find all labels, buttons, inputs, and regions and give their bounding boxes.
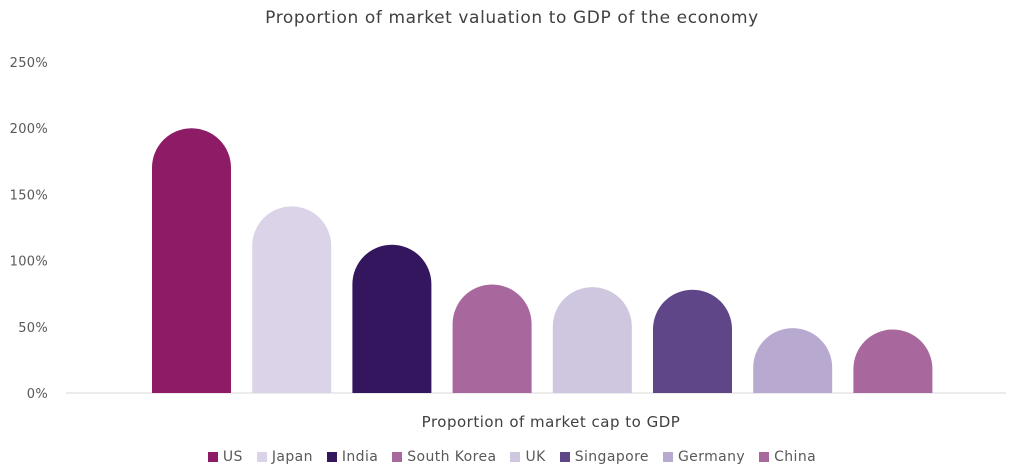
legend-label: Germany bbox=[677, 449, 746, 465]
y-tick-label: 200% bbox=[10, 122, 48, 137]
legend-label: Japan bbox=[271, 449, 313, 465]
legend-item-india: India bbox=[326, 449, 379, 465]
bar-germany bbox=[753, 328, 833, 393]
legend-label: South Korea bbox=[407, 449, 497, 465]
legend-item-china: China bbox=[759, 449, 816, 465]
legend-swatch bbox=[559, 452, 570, 462]
y-axis-ticks: 0% 50% 100% 150% 200% 250% bbox=[10, 56, 48, 402]
legend-swatch bbox=[326, 452, 337, 462]
bar-uk bbox=[552, 287, 632, 393]
bar-south-korea bbox=[452, 284, 532, 393]
y-tick-label: 100% bbox=[10, 255, 48, 270]
bars bbox=[152, 128, 933, 393]
chart-title: Proportion of market valuation to GDP of… bbox=[265, 8, 759, 28]
x-axis-label: Proportion of market cap to GDP bbox=[422, 413, 681, 431]
y-tick-label: 150% bbox=[10, 188, 48, 203]
legend-swatch bbox=[256, 452, 267, 462]
legend-item-us: US bbox=[207, 449, 243, 465]
legend-item-uk: UK bbox=[510, 449, 545, 465]
legend-item-germany: Germany bbox=[662, 449, 746, 465]
legend-label: China bbox=[774, 449, 817, 465]
legend-label: US bbox=[222, 449, 243, 465]
legend-swatch bbox=[207, 452, 218, 462]
chart-legend: US Japan India South Korea UK Singapore German… bbox=[0, 449, 1024, 465]
legend-label: Singapore bbox=[574, 449, 649, 465]
bar-india bbox=[352, 244, 432, 393]
legend-swatch bbox=[392, 452, 403, 462]
legend-item-south-korea: South Korea bbox=[392, 449, 496, 465]
legend-label: UK bbox=[525, 449, 546, 465]
y-tick-label: 50% bbox=[18, 321, 48, 336]
legend-item-singapore: Singapore bbox=[559, 449, 649, 465]
legend-swatch bbox=[510, 452, 521, 462]
bar-chart: 0% 50% 100% 150% 200% 250% Proportion of mark… bbox=[10, 56, 1006, 431]
bar-singapore bbox=[653, 289, 732, 393]
bar-us bbox=[152, 128, 231, 393]
legend-swatch bbox=[759, 452, 770, 462]
bar-japan bbox=[252, 206, 332, 393]
legend-swatch bbox=[662, 452, 673, 462]
y-tick-label: 250% bbox=[10, 56, 48, 71]
y-tick-label: 0% bbox=[27, 387, 48, 402]
legend-label: India bbox=[341, 449, 379, 465]
bar-china bbox=[853, 329, 933, 393]
legend-item-japan: Japan bbox=[256, 449, 313, 465]
